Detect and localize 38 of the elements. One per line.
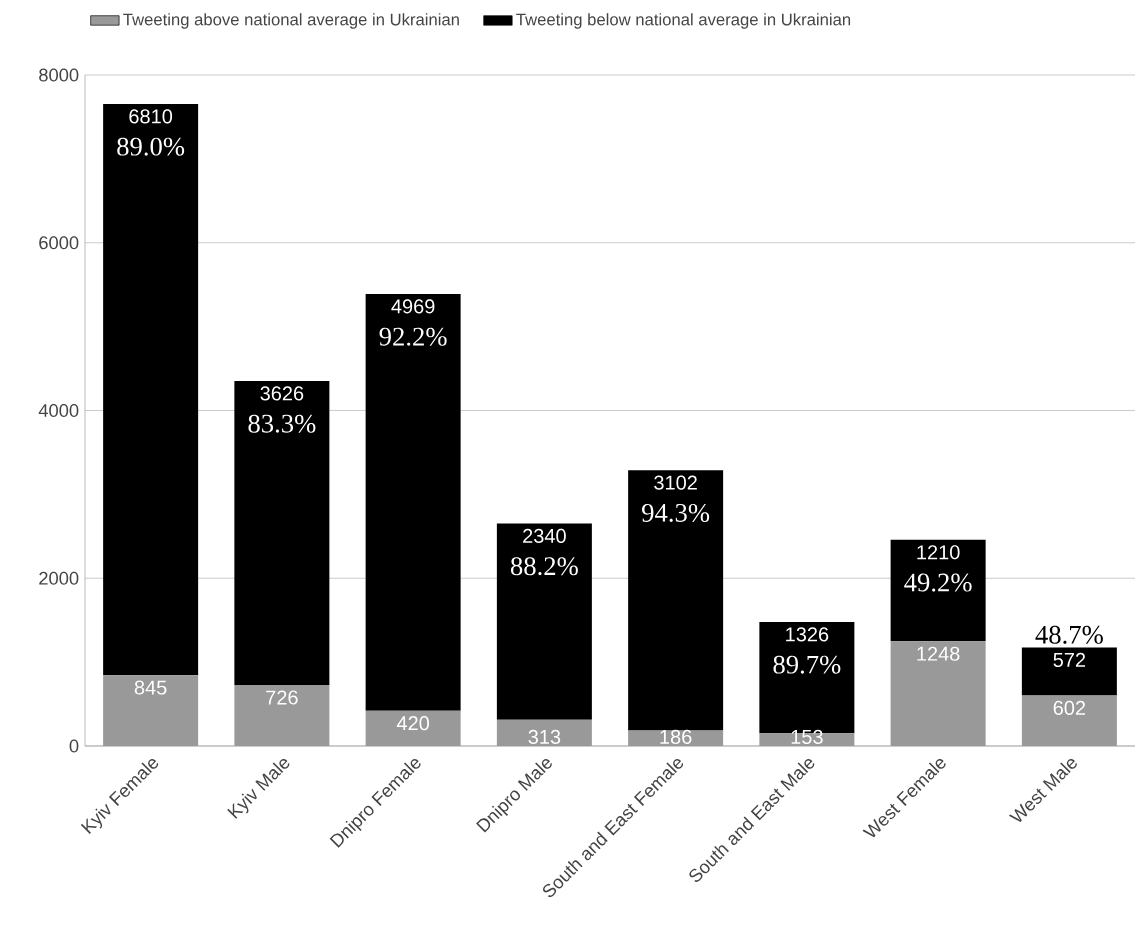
annotation: 89.0% xyxy=(117,137,185,156)
legend-label: Tweeting below national average in Ukrainian xyxy=(516,13,851,29)
annotation: 83.3% xyxy=(248,414,316,433)
data-label: 4969 xyxy=(391,299,435,314)
data-label: 602 xyxy=(1053,700,1086,715)
bar xyxy=(628,470,724,731)
legend-label: Tweeting above national average in Ukrainian xyxy=(123,13,459,29)
bar xyxy=(496,523,592,720)
y-tick-label: 4000 xyxy=(38,404,79,417)
bar xyxy=(1021,647,1117,696)
bar xyxy=(103,103,199,676)
y-tick-label: 2000 xyxy=(39,571,79,585)
data-label: 313 xyxy=(528,729,561,744)
data-label: 1326 xyxy=(786,627,829,642)
annotation: 92.2% xyxy=(379,327,447,346)
bar xyxy=(365,294,461,711)
y-tick-label: 6000 xyxy=(39,236,79,250)
data-label: 726 xyxy=(266,690,298,705)
y-tick-label: 0 xyxy=(69,739,79,753)
data-label: 572 xyxy=(1053,652,1086,668)
data-label: 2340 xyxy=(523,528,566,543)
data-label: 1210 xyxy=(917,545,960,560)
data-label: 3626 xyxy=(260,386,304,401)
data-label: 153 xyxy=(791,729,823,744)
annotation: 94.3% xyxy=(642,503,710,522)
bar xyxy=(890,539,986,642)
data-label: 186 xyxy=(660,729,692,744)
annotation: 49.2% xyxy=(904,573,972,592)
annotation: 89.7% xyxy=(773,655,841,674)
data-label: 420 xyxy=(396,716,430,731)
bar xyxy=(234,380,330,686)
y-tick-label: 8000 xyxy=(39,68,79,82)
data-label: 1248 xyxy=(917,646,960,661)
data-label: 845 xyxy=(134,680,167,695)
data-label: 6810 xyxy=(129,109,173,124)
annotation: 48.7% xyxy=(1035,625,1103,644)
data-label: 3102 xyxy=(654,475,697,490)
annotation: 88.2% xyxy=(510,557,578,576)
